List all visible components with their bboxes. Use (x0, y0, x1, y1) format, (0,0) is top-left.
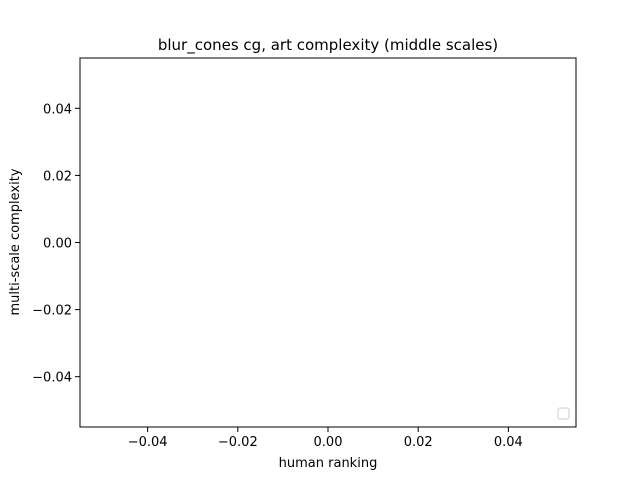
x-tick-label: 0.00 (314, 435, 343, 450)
chart-title: blur_cones cg, art complexity (middle sc… (158, 36, 498, 55)
x-tick-label: −0.02 (218, 435, 258, 450)
x-tick-label: 0.04 (494, 435, 523, 450)
plot-area (79, 57, 577, 428)
y-tick-label: 0.02 (43, 169, 72, 184)
x-tick-label: −0.04 (128, 435, 168, 450)
y-tick-label: 0.00 (43, 237, 72, 252)
x-tick-label: 0.02 (404, 435, 433, 450)
y-axis-label: multi-scale complexity (8, 168, 23, 315)
x-axis-label: human ranking (279, 456, 378, 471)
y-tick-label: −0.02 (32, 304, 72, 319)
y-axis: −0.04 −0.02 0.00 0.02 0.04 (32, 102, 80, 386)
x-axis: −0.04 −0.02 0.00 0.02 0.04 (128, 427, 523, 450)
legend-box (557, 407, 570, 420)
y-tick-label: 0.04 (43, 102, 72, 117)
y-tick-label: −0.04 (32, 371, 72, 386)
